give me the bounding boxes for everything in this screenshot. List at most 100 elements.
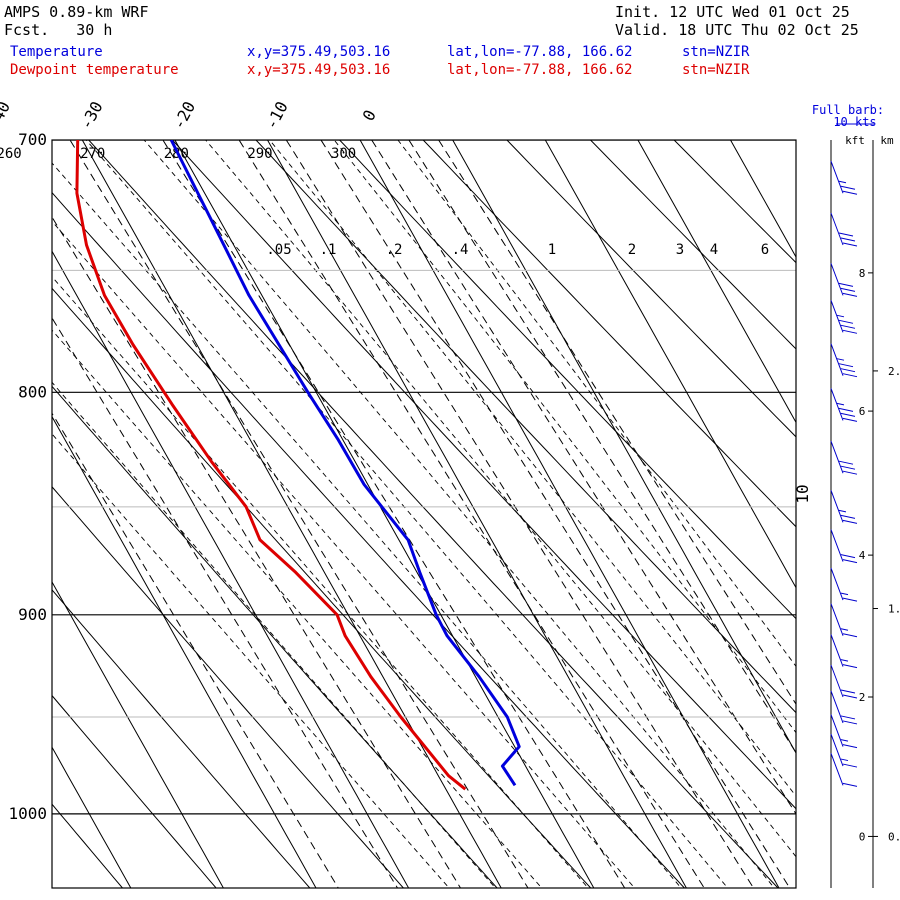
init-time: Init. 12 UTC Wed 01 Oct 25	[615, 3, 850, 21]
wind-barb-staff	[830, 300, 844, 333]
wind-barb	[830, 212, 858, 247]
wind-barb-staff	[830, 567, 844, 601]
temp-tick-label: -10	[261, 98, 291, 132]
dry-adiabat-line	[338, 140, 796, 620]
wind-barb	[830, 714, 858, 749]
wind-barb-flag	[842, 782, 858, 787]
wind-barb	[830, 529, 858, 564]
wind-barb-flag	[842, 597, 858, 602]
km-tick-label: 0.	[888, 830, 900, 843]
wind-barb-flag	[842, 744, 858, 749]
moist-adiabat-line	[52, 433, 450, 888]
wind-barb-flag	[836, 402, 845, 406]
dewpoint-profile	[75, 140, 467, 791]
wind-barb-staff	[830, 603, 844, 636]
wind-barb-flag	[842, 559, 858, 564]
dry-adiabat-line	[673, 140, 796, 264]
wind-barb	[830, 753, 858, 787]
wind-barb-flag	[840, 237, 856, 242]
model-title: AMPS 0.89-km WRF	[4, 3, 149, 21]
legend-temperature-label: Temperature	[10, 44, 103, 60]
legend-dewpoint-stn: stn=NZIR	[682, 62, 750, 78]
isotherm-line	[174, 140, 595, 888]
dry-adiabat-line	[422, 140, 796, 528]
dry-adiabat-line	[88, 140, 779, 888]
wind-barb-flag	[842, 190, 858, 195]
mixing-ratio-label: 1	[548, 242, 556, 258]
wind-panel: Full barb:10 kts kft km 0 2 4 6 8 0. 1. 2.	[812, 103, 900, 888]
wind-barb-flag	[840, 185, 856, 190]
legend-temperature-stn: stn=NZIR	[682, 44, 750, 60]
dry-adiabat-line	[52, 589, 311, 888]
wind-barb-flag	[842, 329, 858, 334]
mixing-ratio-line	[52, 316, 398, 888]
theta-label: 270	[80, 146, 105, 162]
wind-barb-flag	[840, 659, 849, 662]
wind-barb-staff	[830, 343, 844, 376]
wind-barb-flag	[840, 715, 856, 720]
isobar-label: 700	[18, 130, 47, 149]
isotherm-line	[544, 140, 796, 589]
wind-barb-staff	[830, 733, 844, 767]
wind-barb-staff	[830, 714, 844, 747]
km-label: km	[880, 134, 894, 147]
temp-tick-label: -30	[76, 98, 106, 132]
kft-tick-label: 8	[859, 267, 866, 280]
side-label: 10	[793, 484, 812, 503]
mixing-ratio-label: 3	[676, 242, 684, 258]
kft-tick-label: 6	[859, 405, 866, 418]
wind-barb	[830, 263, 858, 297]
wind-barb-flag	[838, 509, 847, 513]
mixing-ratio-line	[408, 140, 796, 754]
isotherm-line	[730, 140, 796, 259]
isotherm-line	[52, 746, 132, 888]
mixing-ratio-line	[69, 140, 529, 888]
isotherm-line	[52, 580, 224, 888]
wind-barb-staff	[830, 212, 844, 246]
wind-barb-flag	[842, 242, 858, 247]
wind-barb-flag	[842, 417, 858, 422]
mixing-ratio-line	[52, 412, 339, 888]
moist-adiabat-line	[143, 140, 775, 888]
wind-barb-flag	[838, 363, 854, 368]
wind-barb	[830, 490, 858, 524]
isotherm-line	[0, 140, 38, 888]
isotherm-line	[81, 140, 502, 888]
wind-barb-flag	[838, 460, 854, 465]
isotherm-line	[359, 140, 780, 888]
wind-barb-flag	[842, 470, 858, 475]
moist-adiabat-line	[333, 140, 796, 734]
wind-barb-flag	[842, 763, 858, 768]
moist-adiabat-line	[52, 381, 496, 888]
mixing-ratio-line	[162, 140, 626, 888]
isobar-label: 800	[18, 382, 47, 401]
wind-barb-flag	[838, 282, 854, 287]
isobar-label: 900	[18, 605, 47, 624]
wind-barb-flag	[842, 633, 858, 638]
wind-barb	[830, 567, 858, 602]
wind-barb-staff	[830, 529, 844, 562]
temp-tick-label: -40	[0, 98, 14, 132]
legend-temperature-xy: x,y=375.49,503.16	[247, 44, 391, 60]
wind-barb-flag	[840, 689, 856, 694]
dry-adiabat-line	[52, 486, 404, 888]
wind-barb-staff	[830, 161, 844, 194]
wind-barb-flag	[842, 694, 858, 699]
diagram-grid	[0, 140, 796, 888]
mixing-ratio-label: .4	[452, 242, 469, 258]
wind-barb	[830, 733, 858, 768]
temp-tick-label: -20	[169, 98, 199, 132]
diagram-labels: 7008009001000-70-60-50-40-30-20-10022023…	[0, 98, 812, 889]
legend-temperature-latlon: lat,lon=-77.88, 166.62	[447, 44, 633, 60]
mixing-ratio-label: .1	[320, 242, 337, 258]
valid-time: Valid. 18 UTC Thu 02 Oct 25	[615, 21, 859, 39]
mixing-ratio-label: 4	[710, 242, 718, 258]
km-tick-label: 2.	[888, 365, 900, 378]
wind-barb-staff	[830, 753, 844, 786]
isotherm-line	[452, 140, 796, 754]
wind-barb-flag	[842, 720, 858, 725]
isotherm-line	[52, 250, 410, 888]
wind-barb-flag	[840, 514, 856, 519]
wind-barb	[830, 388, 858, 422]
